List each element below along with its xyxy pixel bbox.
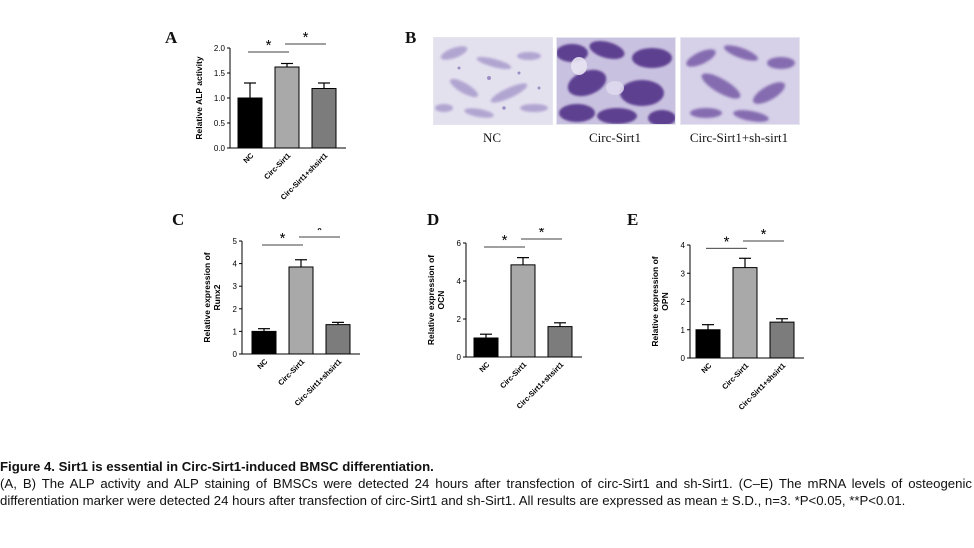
y-axis-label: Relative expression of (202, 252, 212, 342)
alp-stain-image-circ-sirt1 (556, 37, 676, 126)
chart-ocn: 0 2 4 6 Relative expression of OCN NC Circ-Sirt… (426, 228, 582, 411)
bar (695, 329, 721, 359)
category-label: Circ-Sirt1 (276, 357, 306, 387)
y-tick-label: 3 (233, 282, 238, 291)
chart-alp-activity: 0.0 0.5 1.0 1.5 2.0 Relative ALP activity NC Ci… (194, 29, 346, 202)
alp-stain-nc-graphic (434, 38, 552, 124)
y-tick-label: 2 (233, 305, 238, 314)
y-axis-label: Relative expression of (650, 256, 660, 346)
bar (510, 264, 536, 358)
y-tick-label: 0 (457, 353, 462, 362)
significance-marker: * (761, 228, 767, 243)
alp-stain-circ-graphic (556, 38, 676, 126)
y-tick-label: 2.0 (214, 44, 226, 53)
bar (237, 97, 263, 149)
bar (547, 326, 573, 358)
y-tick-label: 5 (233, 237, 238, 246)
y-tick-label: 0 (681, 354, 686, 363)
y-tick-label: 1.0 (214, 94, 226, 103)
stain-label-circ-sirt1-sh: Circ-Sirt1+sh-sirt1 (689, 130, 789, 145)
category-label: NC (699, 361, 713, 375)
bar (769, 321, 795, 359)
chart-runx2: 0 1 2 3 4 5 Relative expression of Runx2 NC Circ-… (202, 228, 360, 408)
alp-stain-image-circ-sirt1-sh (680, 37, 800, 125)
y-tick-label: 2 (681, 298, 686, 307)
panel-letter-d: D (427, 210, 440, 229)
significance-marker: * (266, 37, 272, 54)
stain-label-circ-sirt1: Circ-Sirt1 (589, 130, 641, 145)
bar (473, 337, 499, 358)
significance-marker: * (303, 29, 309, 46)
significance-marker: * (280, 230, 286, 247)
y-tick-label: 0.5 (214, 119, 226, 128)
category-label: NC (241, 151, 255, 165)
bar (251, 330, 277, 355)
bar (288, 266, 314, 355)
category-label: Circ-Sirt1 (262, 151, 292, 181)
panel-letter-a: A (165, 28, 178, 47)
bar (732, 267, 758, 359)
bar (274, 66, 300, 149)
y-tick-label: 1 (681, 326, 686, 335)
bar (311, 88, 337, 149)
bar (325, 324, 351, 355)
chart-opn: 0 1 2 3 4 Relative expression of OPN NC Circ-Sir… (650, 228, 804, 412)
category-label: Circ-Sirt1 (720, 361, 750, 391)
significance-marker: * (724, 233, 730, 250)
figure-caption: Figure 4. Sirt1 is essential in Circ-Sir… (0, 458, 972, 509)
category-label: NC (477, 360, 491, 374)
panel-letter-b: B (405, 28, 417, 47)
caption-text: (A, B) The ALP activity and ALP staining… (0, 476, 972, 508)
category-label: Circ-Sirt1 (498, 360, 528, 390)
y-tick-label: 0.0 (214, 144, 226, 153)
y-axis-label: Runx2 (212, 284, 222, 310)
category-label: NC (255, 357, 269, 371)
y-tick-label: 4 (233, 260, 238, 269)
caption-title: Figure 4. Sirt1 is essential in Circ-Sir… (0, 459, 434, 474)
y-axis-label: OPN (660, 292, 670, 310)
y-tick-label: 1 (233, 327, 238, 336)
y-tick-label: 0 (233, 350, 238, 359)
y-tick-label: 1.5 (214, 69, 226, 78)
y-tick-label: 4 (681, 241, 686, 250)
y-tick-label: 2 (457, 315, 462, 324)
panel-letter-e: E (627, 210, 639, 229)
significance-marker: * (502, 232, 508, 249)
y-tick-label: 4 (457, 277, 462, 286)
y-axis-label: OCN (436, 291, 446, 310)
significance-marker: * (317, 228, 323, 239)
y-axis-label: Relative expression of (426, 255, 436, 345)
stain-label-nc: NC (482, 130, 502, 145)
alp-stain-image-nc (433, 37, 553, 125)
y-tick-label: 6 (457, 239, 462, 248)
y-tick-label: 3 (681, 269, 686, 278)
y-axis-label: Relative ALP activity (194, 56, 204, 139)
panel-letter-c: C (172, 210, 185, 229)
alp-stain-circ-sh-graphic (681, 38, 799, 124)
significance-marker: * (539, 228, 545, 241)
